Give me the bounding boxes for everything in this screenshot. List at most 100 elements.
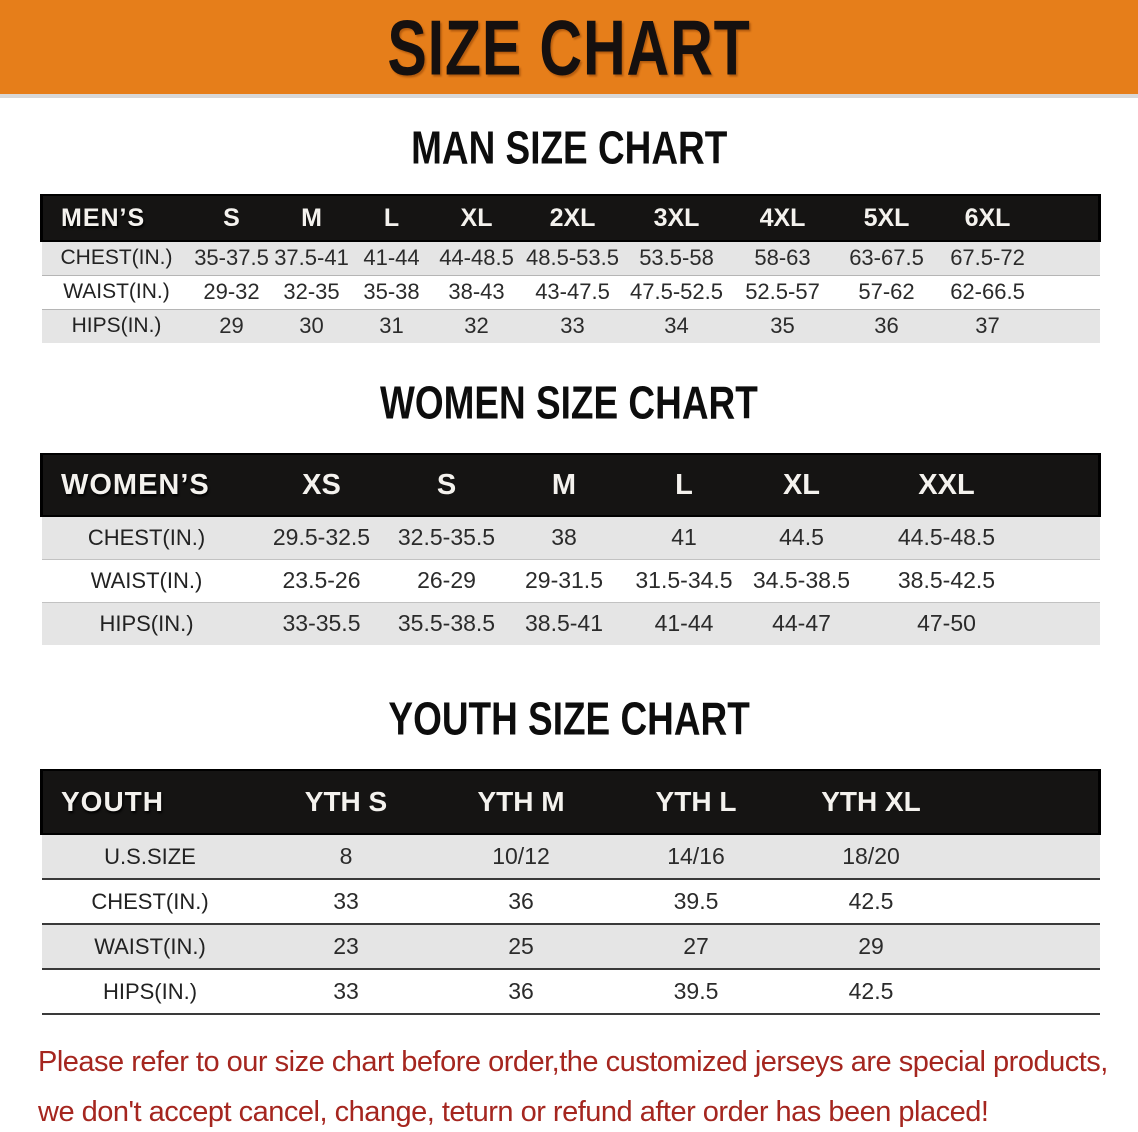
womens-column-header: M bbox=[501, 453, 627, 517]
men-section-title-text: MAN SIZE CHART bbox=[410, 122, 728, 175]
womens-header-row: WOMEN’S XS S M L XL XXL bbox=[40, 453, 1101, 517]
size-value: 41-44 bbox=[654, 610, 714, 637]
size-value: 37 bbox=[975, 313, 1000, 339]
row-label: WAIST(IN.) bbox=[63, 280, 170, 303]
youth-column-header: YTH M bbox=[433, 769, 609, 835]
spacer-cell bbox=[1032, 559, 1100, 602]
spacer-cell bbox=[1038, 275, 1100, 309]
banner-title: SIZE CHART bbox=[387, 3, 751, 91]
table-row: WAIST(IN.) 23 25 27 29 bbox=[41, 924, 1100, 969]
size-value: 35.5-38.5 bbox=[397, 610, 496, 637]
size-value: 34 bbox=[664, 313, 689, 339]
table-row: HIPS(IN.) 33-35.5 35.5-38.5 38.5-41 41-4… bbox=[41, 602, 1100, 645]
womens-column-header: L bbox=[626, 453, 742, 517]
size-value: 44.5-48.5 bbox=[897, 524, 996, 551]
size-value: 42.5 bbox=[848, 978, 894, 1004]
youth-size-table: YOUTH YTH S YTH M YTH L YTH XL U.S.SIZE … bbox=[40, 769, 1101, 1015]
size-chart-banner: SIZE CHART bbox=[0, 0, 1138, 98]
womens-column-header: XXL bbox=[861, 453, 1032, 517]
size-value: 41 bbox=[671, 524, 697, 551]
spacer-cell bbox=[959, 834, 1100, 879]
spacer-cell bbox=[959, 969, 1100, 1014]
men-section-title: MAN SIZE CHART bbox=[0, 122, 1138, 175]
size-value: 38.5-42.5 bbox=[897, 567, 996, 593]
size-value: 8 bbox=[339, 843, 353, 869]
mens-column-header: 6XL bbox=[937, 194, 1038, 242]
size-value: 39.5 bbox=[673, 888, 719, 914]
womens-column-header: S bbox=[391, 453, 502, 517]
size-value: 33 bbox=[333, 888, 359, 914]
size-value: 35-38 bbox=[363, 279, 420, 304]
table-row: HIPS(IN.) 33 36 39.5 42.5 bbox=[41, 969, 1100, 1014]
youth-column-header: YTH S bbox=[258, 769, 434, 835]
spacer-cell bbox=[1032, 602, 1100, 645]
size-value: 32.5-35.5 bbox=[397, 524, 496, 551]
spacer-cell bbox=[1037, 194, 1101, 242]
size-value: 47-50 bbox=[917, 610, 976, 637]
footer-note-line2: we don't accept cancel, change, teturn o… bbox=[38, 1096, 989, 1128]
mens-table-label: MEN’S bbox=[40, 194, 192, 242]
mens-column-header: XL bbox=[431, 194, 522, 242]
size-value: 57-62 bbox=[858, 279, 915, 304]
row-label: CHEST(IN.) bbox=[87, 524, 206, 550]
size-value: 44.5 bbox=[779, 524, 824, 551]
mens-header-row: MEN’S S M L XL 2XL 3XL 4XL 5XL 6XL bbox=[40, 194, 1101, 242]
spacer-cell bbox=[958, 769, 1101, 835]
size-value: 26-29 bbox=[417, 567, 476, 593]
size-value: 31.5-34.5 bbox=[635, 567, 733, 593]
size-value: 29-31.5 bbox=[524, 567, 603, 593]
youth-table-label: YOUTH bbox=[40, 769, 259, 835]
spacer-cell bbox=[1038, 309, 1100, 343]
spacer-cell bbox=[1032, 516, 1100, 559]
row-label: CHEST(IN.) bbox=[91, 888, 209, 914]
mens-column-header: 3XL bbox=[623, 194, 730, 242]
table-row: U.S.SIZE 8 10/12 14/16 18/20 bbox=[41, 834, 1100, 879]
size-value: 35-37.5 bbox=[194, 245, 269, 271]
womens-column-header: XS bbox=[251, 453, 392, 517]
mens-column-header: M bbox=[271, 194, 352, 242]
womens-table-label: WOMEN’S bbox=[40, 453, 252, 517]
row-label: WAIST(IN.) bbox=[94, 933, 206, 959]
size-value: 47.5-52.5 bbox=[630, 279, 723, 304]
size-value: 29-32 bbox=[203, 279, 260, 304]
table-row: CHEST(IN.) 35-37.5 37.5-41 41-44 44-48.5… bbox=[41, 241, 1100, 275]
size-value: 29 bbox=[219, 313, 244, 339]
size-value: 10/12 bbox=[492, 843, 550, 869]
size-value: 33 bbox=[333, 978, 359, 1004]
size-value: 29.5-32.5 bbox=[272, 524, 371, 551]
size-value: 38-43 bbox=[448, 279, 505, 304]
table-row: CHEST(IN.) 33 36 39.5 42.5 bbox=[41, 879, 1100, 924]
size-value: 48.5-53.5 bbox=[526, 245, 619, 271]
footer-note-line1: Please refer to our size chart before or… bbox=[38, 1046, 1108, 1078]
table-row: CHEST(IN.) 29.5-32.5 32.5-35.5 38 41 44.… bbox=[41, 516, 1100, 559]
women-section-title: WOMEN SIZE CHART bbox=[0, 377, 1138, 430]
womens-column-header: XL bbox=[741, 453, 862, 517]
table-row: HIPS(IN.) 29 30 31 32 33 34 35 36 37 bbox=[41, 309, 1100, 343]
size-value: 34.5-38.5 bbox=[752, 567, 851, 593]
spacer-cell bbox=[1031, 453, 1101, 517]
size-value: 38 bbox=[551, 524, 577, 551]
size-value: 23.5-26 bbox=[282, 567, 361, 593]
size-value: 36 bbox=[874, 313, 899, 339]
table-row: WAIST(IN.) 23.5-26 26-29 29-31.5 31.5-34… bbox=[41, 559, 1100, 602]
size-value: 35 bbox=[770, 313, 795, 339]
size-value: 42.5 bbox=[848, 888, 894, 914]
youth-section-title-text: YOUTH SIZE CHART bbox=[388, 693, 750, 746]
size-value: 25 bbox=[508, 933, 534, 959]
women-section-title-text: WOMEN SIZE CHART bbox=[380, 377, 758, 430]
spacer-cell bbox=[959, 879, 1100, 924]
mens-column-header: 2XL bbox=[521, 194, 624, 242]
size-value: 63-67.5 bbox=[849, 245, 924, 271]
mens-column-header: 5XL bbox=[835, 194, 938, 242]
spacer-cell bbox=[1038, 241, 1100, 275]
size-value: 58-63 bbox=[754, 245, 811, 271]
size-value: 36 bbox=[508, 978, 534, 1004]
size-value: 43-47.5 bbox=[535, 279, 610, 304]
mens-size-table: MEN’S S M L XL 2XL 3XL 4XL 5XL 6XL CHEST… bbox=[40, 194, 1101, 343]
size-value: 18/20 bbox=[842, 843, 900, 869]
youth-column-header: YTH XL bbox=[783, 769, 959, 835]
mens-column-header: 4XL bbox=[729, 194, 836, 242]
row-label: U.S.SIZE bbox=[104, 843, 196, 869]
size-value: 38.5-41 bbox=[524, 610, 603, 637]
size-value: 32-35 bbox=[283, 279, 340, 304]
